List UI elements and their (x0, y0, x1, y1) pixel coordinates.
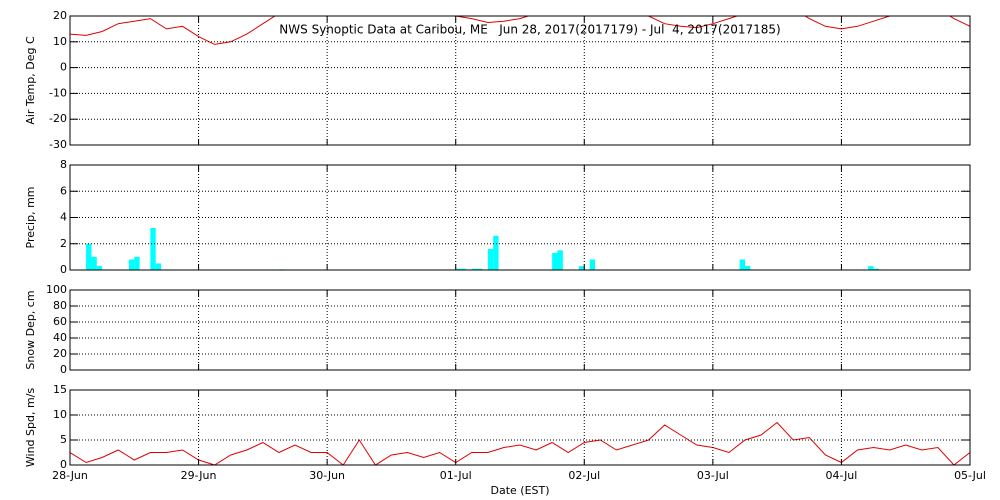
y-axis-label: Precip, mm (24, 187, 37, 249)
plot-area (86, 228, 879, 270)
y-tick-label: 60 (53, 315, 67, 328)
y-tick-label: 6 (60, 184, 67, 197)
bar (86, 243, 92, 270)
axes-frame (69, 289, 971, 371)
bar (552, 252, 558, 270)
y-tick-label: 4 (60, 211, 67, 224)
bar (150, 228, 156, 270)
x-tick-label: 01-Jul (440, 469, 472, 482)
bar (578, 266, 585, 270)
x-tick-label: 30-Jun (309, 469, 345, 482)
bar (873, 268, 879, 270)
y-tick-label: 0 (60, 61, 67, 74)
bar (155, 263, 162, 270)
bar (745, 266, 751, 270)
bar (739, 259, 745, 270)
bar (868, 266, 874, 270)
bar (477, 268, 483, 270)
y-tick-label: 10 (53, 408, 67, 421)
y-tick-label: 8 (60, 158, 67, 171)
y-axis-label: Wind Spd, m/s (24, 388, 37, 468)
bar (128, 259, 135, 270)
y-tick-label: 20 (53, 9, 67, 22)
y-tick-label: 40 (53, 331, 67, 344)
bar (134, 256, 140, 270)
y-axis-label: Air Temp, Deg C (24, 36, 37, 125)
line (70, 16, 970, 45)
y-tick-label: 0 (60, 263, 67, 276)
axes-frame (69, 15, 971, 146)
y-tick-label: 20 (53, 347, 67, 360)
x-axis-label: Date (EST) (490, 484, 549, 497)
y-tick-label: 2 (60, 237, 67, 250)
y-tick-label: 15 (53, 383, 67, 396)
plot-area (70, 421, 970, 465)
x-tick-label: 29-Jun (181, 469, 217, 482)
y-tick-label: 100 (46, 283, 67, 296)
y-tick-label: -30 (49, 138, 67, 151)
y-tick-label: 10 (53, 35, 67, 48)
y-tick-label: 80 (53, 299, 67, 312)
bar (557, 250, 563, 270)
y-tick-label: -20 (49, 112, 67, 125)
x-tick-label: 28-Jun (52, 469, 88, 482)
line (70, 421, 970, 465)
axes-frame (69, 164, 971, 271)
x-tick-label: 03-Jul (697, 469, 729, 482)
bar (461, 268, 467, 270)
y-tick-label: 0 (60, 458, 67, 471)
bar (455, 268, 462, 270)
x-tick-label: 05-Jul (954, 469, 986, 482)
bar (91, 256, 97, 270)
axes-frame (69, 389, 971, 466)
y-tick-label: 0 (60, 363, 67, 376)
y-tick-label: 5 (60, 433, 67, 446)
y-axis-label: Snow Dep, cm (24, 290, 37, 369)
bar (589, 259, 595, 270)
chart-title: NWS Synoptic Data at Caribou, ME Jun 28,… (279, 23, 780, 37)
bar (96, 266, 103, 270)
bar (493, 235, 499, 270)
plot-area (70, 16, 970, 45)
y-tick-label: -10 (49, 86, 67, 99)
x-tick-label: 04-Jul (825, 469, 857, 482)
x-tick-label: 02-Jul (568, 469, 600, 482)
bar (471, 268, 478, 270)
bar (487, 249, 494, 270)
